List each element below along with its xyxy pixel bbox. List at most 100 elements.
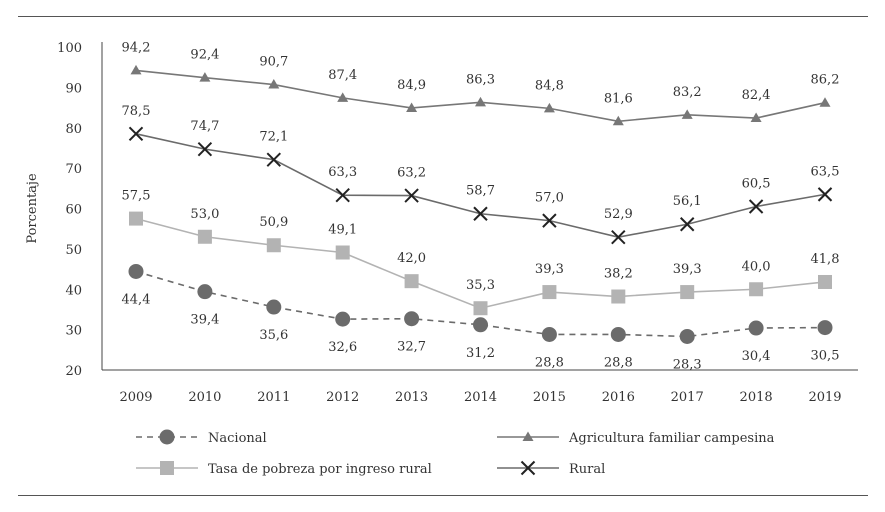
x-tick-label: 2013 xyxy=(395,390,428,405)
afc-data-label: 87,4 xyxy=(328,68,357,83)
x-tick-label: 2018 xyxy=(740,390,773,405)
rural-point xyxy=(266,152,282,167)
x-tick-label: 2019 xyxy=(808,390,841,405)
tasa-data-label: 40,0 xyxy=(742,259,771,274)
x-tick-label: 2015 xyxy=(533,390,566,405)
tasa-data-label: 39,3 xyxy=(535,262,564,277)
rural-data-label: 60,5 xyxy=(742,176,771,191)
x-tick-label: 2010 xyxy=(188,390,221,405)
tasa-data-label: 42,0 xyxy=(397,251,426,266)
x-tick-label: 2016 xyxy=(602,390,635,405)
rural-data-label: 63,3 xyxy=(328,165,357,180)
legend-nacional-label: Nacional xyxy=(208,431,267,446)
rural-data-label: 58,7 xyxy=(466,184,495,199)
afc-point xyxy=(268,79,280,89)
rural-point xyxy=(748,199,764,214)
tasa-data-label: 53,0 xyxy=(190,207,219,222)
rural-data-label: 72,1 xyxy=(259,130,288,145)
tasa-point xyxy=(473,301,488,316)
nacional-point xyxy=(404,311,420,327)
x-tick-label: 2017 xyxy=(671,390,704,405)
afc-data-label: 84,8 xyxy=(535,78,564,93)
y-axis-label: Porcentaje xyxy=(25,173,40,244)
afc-point xyxy=(543,102,555,113)
y-tick-label: 80 xyxy=(65,122,82,137)
rural-data-label: 56,1 xyxy=(673,194,702,209)
legend-rural-marker xyxy=(520,460,536,476)
legend-nacional-marker xyxy=(159,429,175,445)
afc-point xyxy=(199,72,211,82)
afc-data-label: 90,7 xyxy=(259,55,288,70)
afc-point xyxy=(681,109,693,119)
nacional-data-label: 44,4 xyxy=(122,292,151,307)
tasa-data-label: 41,8 xyxy=(811,252,840,267)
rural-point xyxy=(817,187,833,202)
rural-point xyxy=(404,188,419,203)
afc-data-label: 83,2 xyxy=(673,85,702,100)
y-tick-label: 60 xyxy=(65,203,82,218)
tasa-point xyxy=(335,245,350,260)
afc-point xyxy=(337,92,349,102)
nacional-point xyxy=(335,311,351,327)
tasa-data-label: 38,2 xyxy=(604,267,633,282)
afc-data-label: 86,2 xyxy=(811,73,840,88)
afc-point xyxy=(406,102,418,112)
x-tick-label: 2014 xyxy=(464,390,497,405)
afc-point xyxy=(819,97,831,107)
rural-point xyxy=(473,206,488,221)
x-tick-label: 2009 xyxy=(119,390,152,405)
x-tick-label: 2012 xyxy=(326,390,359,405)
tasa-data-label: 57,5 xyxy=(122,189,151,204)
nacional-point xyxy=(541,326,557,342)
legend-tasa-label: Tasa de pobreza por ingreso rural xyxy=(208,462,432,477)
tasa-point xyxy=(818,274,832,289)
nacional-point xyxy=(748,320,764,336)
nacional-point xyxy=(679,328,695,344)
nacional-point xyxy=(610,326,626,342)
nacional-data-label: 28,8 xyxy=(535,355,564,370)
tasa-data-label: 50,9 xyxy=(259,215,288,230)
y-tick-label: 30 xyxy=(65,324,82,339)
nacional-point xyxy=(266,299,282,315)
bottom-rule xyxy=(18,495,868,496)
tasa-point xyxy=(197,229,212,244)
afc-point xyxy=(475,96,486,107)
nacional-data-label: 32,6 xyxy=(328,340,357,355)
nacional-data-label: 35,6 xyxy=(259,328,288,343)
nacional-data-label: 39,4 xyxy=(190,313,219,328)
afc-point xyxy=(750,112,762,123)
tasa-point xyxy=(611,289,626,304)
nacional-point xyxy=(128,263,144,279)
nacional-data-label: 31,2 xyxy=(466,346,495,361)
afc-data-label: 86,3 xyxy=(466,72,495,87)
tasa-data-label: 39,3 xyxy=(673,262,702,277)
tasa-data-label: 35,3 xyxy=(466,278,495,293)
nacional-data-label: 28,3 xyxy=(673,357,702,372)
tasa-point xyxy=(542,285,557,300)
y-tick-label: 40 xyxy=(65,283,82,298)
rural-point xyxy=(611,229,626,245)
y-tick-label: 90 xyxy=(65,81,82,96)
legend-rural-label: Rural xyxy=(569,462,605,477)
rural-point xyxy=(679,217,695,232)
afc-data-label: 92,4 xyxy=(190,48,219,63)
nacional-point xyxy=(197,284,213,300)
legend-afc-marker xyxy=(522,431,534,441)
tasa-point xyxy=(129,211,143,226)
tasa-series-line xyxy=(135,217,826,310)
afc-data-label: 81,6 xyxy=(604,91,633,106)
top-rule xyxy=(18,16,868,17)
rural-data-label: 74,7 xyxy=(190,119,219,134)
afc-data-label: 94,2 xyxy=(122,40,151,55)
afc-data-label: 82,4 xyxy=(742,88,771,103)
y-tick-label: 50 xyxy=(65,243,82,258)
tasa-point xyxy=(404,274,419,289)
nacional-data-label: 30,5 xyxy=(811,349,840,364)
legend-afc-label: Agricultura familiar campesina xyxy=(568,431,775,446)
nacional-point xyxy=(817,320,833,336)
rural-data-label: 52,9 xyxy=(604,207,633,222)
rural-point xyxy=(335,187,350,203)
tasa-point xyxy=(680,285,695,300)
afc-point xyxy=(612,115,624,126)
